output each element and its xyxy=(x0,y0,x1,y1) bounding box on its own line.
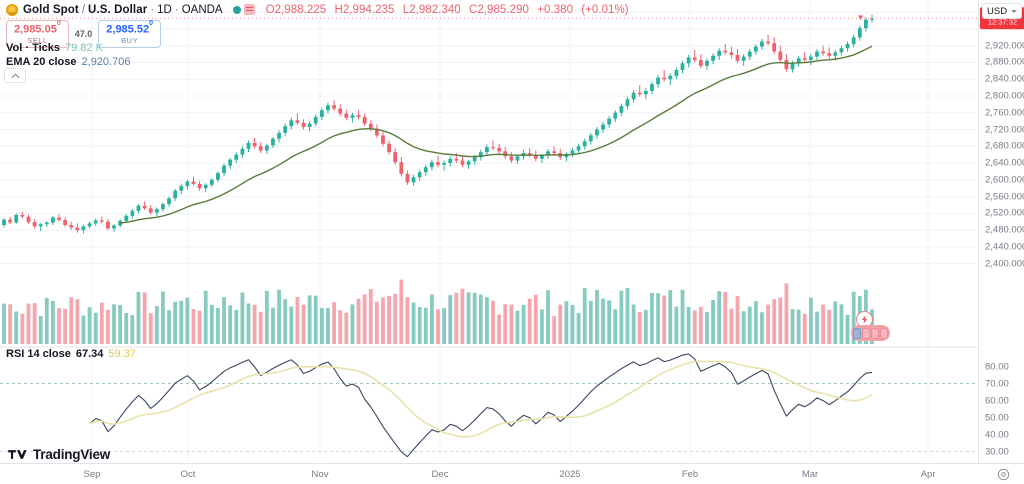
currency-selector[interactable]: USD xyxy=(982,3,1022,19)
ema-indicator-legend[interactable]: EMA 20 close 2,920.706 xyxy=(6,56,130,68)
price-axis-label: 2,560.000 xyxy=(985,191,1024,203)
time-axis-label: Mar xyxy=(801,469,819,480)
tradingview-watermark-text: TradingView xyxy=(33,447,111,462)
ema-indicator-name: EMA 20 close xyxy=(6,56,77,68)
rsi-axis-label: 40.00 xyxy=(985,429,1009,440)
rsi-axis-label: 30.00 xyxy=(985,446,1009,457)
price-axis-label: 2,840.000 xyxy=(985,73,1024,85)
price-axis-label: 2,920.000 xyxy=(985,40,1024,52)
toolbar-cell[interactable] xyxy=(862,327,870,339)
rsi-indicator-legend[interactable]: RSI 14 close 67.34 59.37 xyxy=(6,348,136,360)
collapse-legend-button[interactable] xyxy=(4,68,26,83)
time-axis-label: 2025 xyxy=(559,469,581,480)
rsi-axis-label: 50.00 xyxy=(985,412,1009,423)
chart-plot-area[interactable] xyxy=(0,0,978,463)
tradingview-logo-icon xyxy=(8,450,27,459)
current-price-time: 12:37:32 xyxy=(987,17,1018,27)
time-axis-label: Nov xyxy=(311,469,329,480)
tradingview-watermark: TradingView xyxy=(8,447,110,462)
toolbar-cell[interactable] xyxy=(853,327,861,339)
chevron-up-icon xyxy=(10,72,20,78)
time-axis-label: Apr xyxy=(920,469,936,480)
price-candlestick-series xyxy=(0,14,978,234)
rsi-indicator-series xyxy=(0,353,978,458)
lightning-glyph xyxy=(861,315,868,324)
volume-indicator-legend[interactable]: Vol · Ticks 79.82 K xyxy=(6,42,103,54)
price-axis-label: 2,680.000 xyxy=(985,140,1024,152)
rsi-axis-label: 60.00 xyxy=(985,395,1009,406)
price-axis-label: 2,440.000 xyxy=(985,241,1024,253)
price-axis-label: 2,800.000 xyxy=(985,90,1024,102)
price-axis-label: 2,760.000 xyxy=(985,107,1024,119)
price-axis-label: 2,400.000 xyxy=(985,258,1024,270)
volume-indicator-name: Vol · Ticks xyxy=(6,42,61,54)
price-axis-label: 2,520.000 xyxy=(985,207,1024,219)
rsi-indicator-value: 67.34 xyxy=(75,348,104,360)
time-axis[interactable]: Sep Oct Nov Dec 2025 Feb Mar Apr xyxy=(0,463,1024,484)
toolbar-cell[interactable] xyxy=(871,327,879,339)
rsi-indicator-name: RSI 14 close xyxy=(6,348,71,360)
toolbar-cell[interactable] xyxy=(880,327,888,339)
price-axis-label: 2,600.000 xyxy=(985,174,1024,186)
time-axis-label: Oct xyxy=(180,469,196,480)
quick-trade-toolbar[interactable] xyxy=(851,325,890,341)
price-axis[interactable]: USD 3,000.0002,920.0002,880.0002,840.000… xyxy=(978,0,1024,463)
price-axis-label: 2,480.000 xyxy=(985,224,1024,236)
rsi-axis-label: 80.00 xyxy=(985,361,1009,372)
price-axis-label: 2,640.000 xyxy=(985,157,1024,169)
chevron-down-icon xyxy=(1011,9,1017,13)
volume-indicator-value: 79.82 K xyxy=(65,42,103,54)
rsi-ma-value: 59.37 xyxy=(108,348,136,360)
time-axis-label: Dec xyxy=(431,469,449,480)
price-axis-label: 2,880.000 xyxy=(985,56,1024,68)
ema-indicator-value: 2,920.706 xyxy=(81,56,131,68)
time-axis-label: Sep xyxy=(83,469,101,480)
volume-histogram-series xyxy=(2,279,874,344)
time-axis-label: Feb xyxy=(681,469,699,480)
rsi-axis-label: 70.00 xyxy=(985,378,1009,389)
currency-label: USD xyxy=(987,5,1008,17)
gear-icon[interactable] xyxy=(997,468,1010,481)
price-axis-label: 2,720.000 xyxy=(985,124,1024,136)
